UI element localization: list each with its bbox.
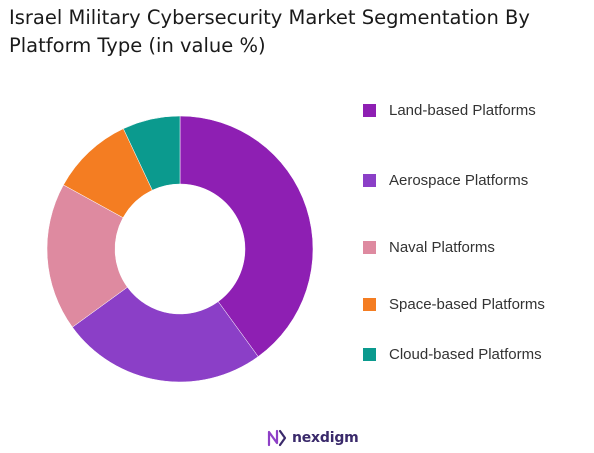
donut-slice-land-based-platforms — [179, 115, 314, 357]
legend-swatch — [363, 173, 376, 187]
donut-slice-cloud-based-platforms — [123, 115, 181, 191]
legend-swatch — [363, 240, 376, 254]
brand-logo: nexdigm — [267, 429, 359, 447]
legend-item: Cloud-based Platforms — [363, 344, 542, 364]
legend-item: Aerospace Platforms — [363, 170, 528, 190]
legend-swatch — [363, 297, 376, 311]
legend-swatch — [363, 347, 376, 361]
legend-item: Space-based Platforms — [363, 294, 545, 314]
chart-title: Israel Military Cybersecurity Market Seg… — [9, 6, 530, 57]
legend-item: Land-based Platforms — [363, 100, 536, 120]
donut-slice-aerospace-platforms — [72, 286, 259, 383]
donut-slice-naval-platforms — [46, 184, 128, 328]
legend-swatch — [363, 103, 376, 117]
brand-name: nexdigm — [292, 430, 359, 446]
legend-label: Space-based Platforms — [389, 295, 545, 313]
legend-label: Aerospace Platforms — [389, 171, 529, 189]
legend-label: Land-based Platforms — [389, 101, 536, 119]
nexdigm-logo-icon — [267, 429, 287, 447]
legend-label: Cloud-based Platforms — [389, 345, 542, 363]
legend-item: Naval Platforms — [363, 237, 495, 257]
legend-label: Naval Platforms — [389, 238, 495, 256]
